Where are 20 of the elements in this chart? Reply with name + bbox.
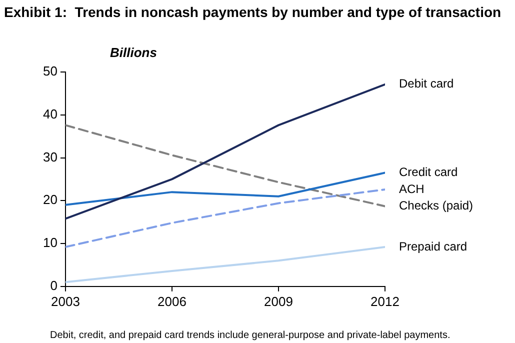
text: Debit, credit, and prepaid card trends include general-purpose and private-label payments.	[50, 330, 450, 341]
x-tick-label: 2012	[370, 294, 400, 309]
y-tick-label: 40	[42, 106, 58, 122]
series-label: ACH	[399, 182, 424, 196]
chart-title: Exhibit 1: Trends in noncash payments by number and type of transaction	[4, 4, 502, 20]
y-tick-label: 10	[42, 235, 58, 250]
series-label: Debit card	[399, 76, 454, 91]
y-tick-label: 50	[42, 64, 58, 79]
y-axis-title: Billions	[110, 45, 157, 60]
y-tick-label: 20	[42, 192, 58, 208]
series-label: Credit card	[399, 165, 458, 180]
x-tick-label: 2006	[158, 294, 186, 309]
x-tick-label: 2003	[51, 294, 80, 309]
series-label: Prepaid card	[399, 239, 468, 254]
line-series	[65, 188, 385, 248]
y-tick-label: 0	[50, 278, 58, 293]
series-label: Checks (paid)	[399, 198, 474, 213]
line-series	[65, 124, 385, 208]
x-tick-label: 2009	[264, 294, 293, 309]
y-tick-label: 30	[42, 149, 58, 164]
